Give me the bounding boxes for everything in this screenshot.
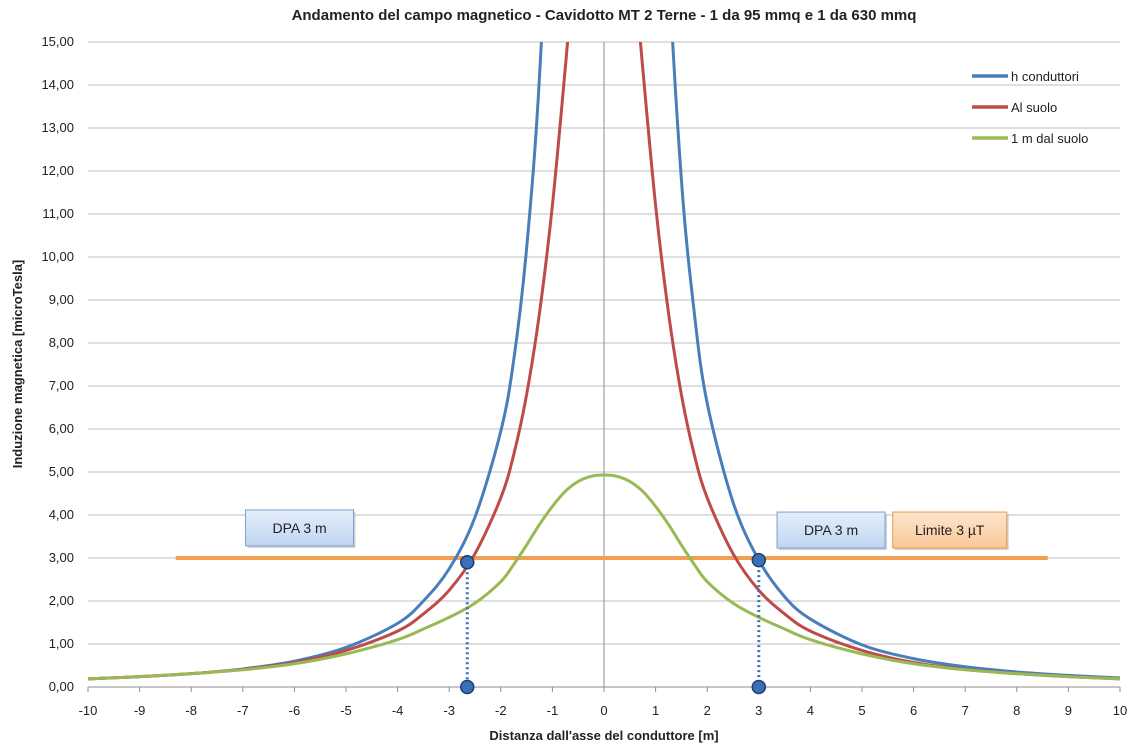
y-tick-label: 10,00 [41, 249, 74, 264]
legend-label: 1 m dal suolo [1011, 131, 1088, 146]
x-axis-label: Distanza dall'asse del conduttore [m] [489, 728, 718, 743]
x-tick-label: -7 [237, 703, 249, 718]
x-tick-label: -8 [185, 703, 197, 718]
y-tick-label: 13,00 [41, 120, 74, 135]
x-tick-label: -1 [547, 703, 559, 718]
series-line-3 [88, 473, 1120, 681]
dpa-point [751, 552, 767, 568]
legend-label: h conduttori [1011, 69, 1079, 84]
callout-text: DPA 3 m [804, 522, 858, 538]
x-tick-label: 4 [807, 703, 814, 718]
legend-label: Al suolo [1011, 100, 1057, 115]
callout-text: DPA 3 m [272, 520, 326, 536]
callout-limit: Limite 3 µT [892, 511, 1009, 551]
dpa-base-point [460, 679, 475, 695]
x-tick-label: -4 [392, 703, 404, 718]
x-tick-label: -6 [289, 703, 301, 718]
x-tick-label: -2 [495, 703, 507, 718]
legend-item: h conduttori [972, 69, 1079, 84]
y-tick-label: 0,00 [49, 679, 74, 694]
x-tick-label: 0 [600, 703, 607, 718]
x-tick-labels: -10 -9 -8 -7 -6 -5 -4 -3 -2 -1 0 1 2 3 4 5 6 7 8 9 10 [79, 703, 1128, 718]
callout-box [776, 511, 886, 549]
x-tick-label: 2 [704, 703, 711, 718]
y-tick-label: 4,00 [49, 507, 74, 522]
x-tick-label: -9 [134, 703, 146, 718]
x-tick-label: 10 [1113, 703, 1127, 718]
y-tick-label: 3,00 [49, 550, 74, 565]
callout-dpa: DPA 3 m [776, 511, 888, 551]
x-tick-label: 9 [1065, 703, 1072, 718]
y-tick-label: 15,00 [41, 34, 74, 49]
dpa-markers [460, 552, 767, 695]
callout-box [892, 511, 1008, 549]
series-line-2 [88, 42, 1120, 681]
chart-title: Andamento del campo magnetico - Cavidott… [292, 7, 917, 24]
x-tick-label: 3 [755, 703, 762, 718]
x-tick-label: -3 [443, 703, 455, 718]
y-tick-label: 11,00 [42, 206, 74, 221]
y-tick-label: 9,00 [49, 292, 74, 307]
legend: h conduttori Al suolo 1 m dal suolo [972, 69, 1088, 146]
y-tick-label: 8,00 [49, 335, 74, 350]
callout-dpa: DPA 3 m [245, 509, 356, 548]
y-tick-label: 14,00 [41, 77, 74, 92]
series-lines [88, 42, 1120, 681]
y-tick-labels: 0,00 1,00 2,00 3,00 4,00 5,00 6,00 7,00 8,00 9,00… [41, 34, 74, 694]
y-tick-label: 7,00 [49, 378, 74, 393]
axes [87, 42, 1121, 692]
dpa-base-point [751, 679, 767, 695]
x-tick-label: 8 [1013, 703, 1020, 718]
x-tick-label: 5 [858, 703, 865, 718]
y-tick-label: 12,00 [41, 163, 74, 178]
series-line-1 [88, 42, 1120, 681]
legend-item: 1 m dal suolo [972, 131, 1088, 146]
x-tick-label: -10 [79, 703, 98, 718]
dpa-point [460, 555, 475, 570]
x-tick-label: -5 [340, 703, 352, 718]
y-tick-label: 6,00 [49, 421, 74, 436]
callouts: DPA 3 m DPA 3 m Limite 3 µT [245, 509, 1009, 551]
legend-item: Al suolo [972, 100, 1057, 115]
x-tick-label: 7 [962, 703, 969, 718]
x-tick-label: 6 [910, 703, 917, 718]
y-axis-label: Induzione magnetica [microTesla] [10, 260, 25, 469]
x-tick-label: 1 [652, 703, 659, 718]
y-tick-label: 1,00 [49, 636, 74, 651]
y-tick-label: 5,00 [49, 464, 74, 479]
y-tick-label: 2,00 [49, 593, 74, 608]
callout-box [245, 509, 355, 547]
callout-text: Limite 3 µT [915, 522, 985, 538]
